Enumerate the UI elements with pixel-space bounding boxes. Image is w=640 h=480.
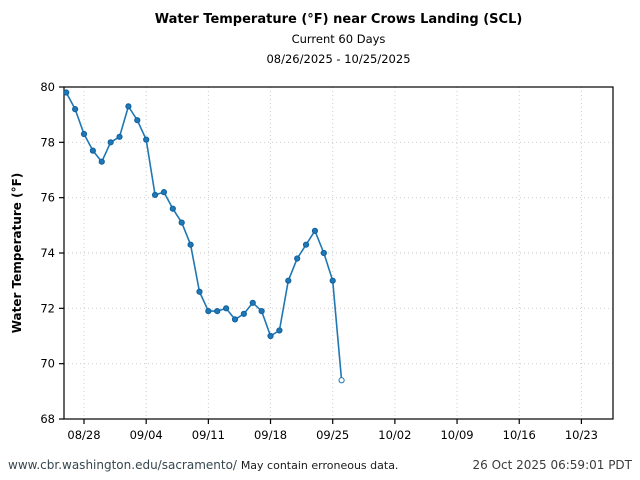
data-point-marker [302,241,310,248]
x-tick-label: 09/04 [130,428,163,442]
x-tick-label: 09/11 [192,428,225,442]
chart-subtitle-daterange: 08/26/2025 - 10/25/2025 [266,52,411,66]
data-point-marker [231,316,239,323]
y-tick-label: 68 [40,412,55,426]
data-point-marker [285,277,292,284]
x-tick-label: 09/18 [254,428,287,442]
data-point-marker [134,117,141,124]
temperature-line [65,92,343,381]
data-point-marker [80,130,88,138]
data-point-marker [329,277,336,284]
data-point-marker [240,310,247,317]
data-point-marker [178,219,185,226]
y-tick-label: 80 [40,80,55,94]
data-point-marker [311,227,319,234]
footer-source: www.cbr.washington.edu/sacramento/ May c… [8,458,398,472]
x-tick-label: 10/16 [503,428,536,442]
y-tick-label: 70 [40,357,55,371]
chart-subtitle-period: Current 60 Days [291,32,386,46]
data-point-marker [160,189,168,196]
y-tick-label: 74 [40,246,55,260]
y-tick-label: 78 [40,135,55,149]
x-tick-label: 10/09 [440,428,473,442]
data-point-marker [169,205,176,212]
data-point-marker [320,249,327,257]
data-point-marker [223,305,230,312]
footer-timestamp: 26 Oct 2025 06:59:01 PDT [472,458,632,472]
y-tick-label: 76 [40,191,55,205]
x-tick-label: 10/02 [378,428,411,442]
data-point-marker-open [338,377,345,384]
x-tick-label: 09/25 [316,428,349,442]
chart-title: Water Temperature (°F) near Crows Landin… [154,12,523,27]
data-point-marker [205,308,212,315]
data-point-marker [267,332,274,340]
data-point-marker [187,241,194,248]
data-point-marker [258,308,265,315]
data-point-marker [151,191,159,198]
data-point-marker [276,327,283,334]
data-point-marker [214,308,221,315]
x-tick-label: 08/28 [67,428,100,442]
chart-header: Water Temperature (°F) near Crows Landin… [64,10,613,69]
y-tick-label: 72 [40,301,55,315]
data-point-marker [72,106,79,113]
data-point-marker [107,139,114,146]
data-point-marker [89,147,96,154]
x-tick-label: 10/23 [565,428,598,442]
data-point-marker [143,136,150,143]
data-point-marker [294,255,301,262]
data-point-marker [196,288,203,295]
source-url[interactable]: www.cbr.washington.edu/sacramento/ [8,458,237,472]
data-point-marker [98,158,105,165]
data-point-marker [125,103,132,110]
data-disclaimer: May contain erroneous data. [240,459,399,472]
data-point-marker [249,299,256,306]
data-point-marker [116,133,123,140]
data-point-marker [63,89,70,96]
